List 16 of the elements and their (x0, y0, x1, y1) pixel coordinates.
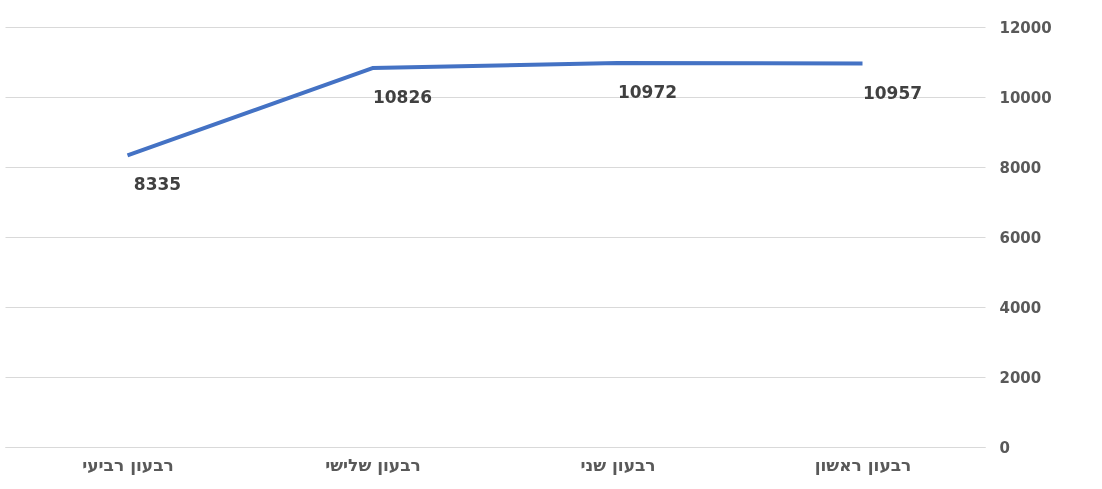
y-tick-label: 6000 (999, 228, 1042, 247)
x-tick-label: רבעון ראשון (814, 454, 912, 475)
x-tick-label: רבעון רביעי (82, 454, 174, 475)
data-label: 10972 (617, 81, 678, 102)
data-label: 8335 (133, 174, 182, 195)
y-tick-label: 10000 (999, 88, 1052, 107)
line-series (125, 60, 865, 158)
x-tick-label: רבעון שלישי (325, 454, 421, 475)
x-tick-label: רבעון שני (580, 454, 656, 475)
y-tick-label: 0 (999, 438, 1010, 457)
y-tick-label: 8000 (999, 158, 1042, 177)
y-tick-label: 4000 (999, 298, 1042, 317)
y-tick-label: 2000 (999, 368, 1042, 387)
data-label: 10957 (862, 82, 923, 103)
data-label: 10826 (372, 87, 433, 108)
y-tick-label: 12000 (999, 18, 1052, 37)
